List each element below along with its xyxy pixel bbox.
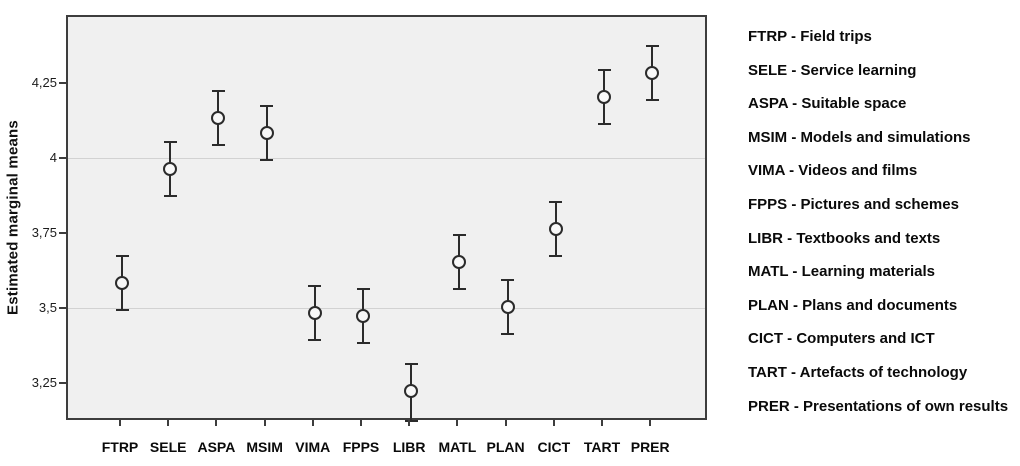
legend-item: CICT - Computers and ICT [748,330,935,348]
x-axis-tick [119,420,121,426]
x-tick-label: LIBR [392,439,426,455]
legend-item: PLAN - Plans and documents [748,296,958,314]
error-bar-cap-top [260,104,274,107]
x-axis-tick [649,420,652,426]
error-bar-cap-bottom [645,98,659,101]
x-tick-label: SELE [149,439,187,455]
error-bar-cap-bottom [211,143,225,146]
error-bar-cap-top [501,278,515,281]
mean-point-marker [404,383,419,398]
x-axis-tick [504,420,507,426]
legend-item: VIMA - Videos and films [748,162,918,180]
mean-point-marker [500,299,515,314]
legend-item: FPPS - Pictures and schemes [748,196,959,213]
legend-item: MATL - Learning materials [748,263,935,281]
error-bar-cap-top [549,200,563,203]
y-tick-label: 3,25 [31,374,57,390]
legend-item: PRER - Presentations of own results [748,397,1009,415]
y-tick-label: 3,75 [31,224,57,240]
legend-item: FTRP - Field trips [748,28,872,45]
x-axis-tick [408,420,411,426]
y-axis-tick [59,381,66,384]
y-axis-tick [59,156,66,159]
mean-point-marker [548,221,563,236]
x-tick-label: MATL [438,439,477,455]
x-axis-tick [215,420,218,426]
error-bar-cap-bottom [356,341,370,344]
plot-area [66,15,707,422]
x-axis-tick [601,420,603,426]
mean-point-marker [259,125,274,140]
y-tick-label: 4,25 [31,74,57,90]
x-axis-tick [311,420,314,426]
error-bar-cap-top [597,68,611,71]
mean-point-marker [115,275,129,290]
error-bar-cap-top [645,44,659,47]
mean-point-marker [307,305,322,320]
x-tick-label: CICT [537,439,571,455]
mean-point-marker [597,89,611,104]
error-bar-cap-top [163,140,177,143]
legend-item: TART - Artefacts of technology [748,364,968,381]
x-tick-label: TART [583,439,621,455]
error-bar-cap-top [452,233,466,236]
x-tick-label: VIMA [295,439,331,455]
error-bar-cap-bottom [308,338,322,341]
y-axis-tick [59,306,66,309]
error-bar-cap-top [404,362,418,365]
legend-item: LIBR - Textbooks and texts [748,229,941,247]
y-gridline [68,307,705,309]
x-tick-label: FTRP [101,439,139,455]
abbreviation-legend: FTRP - Field trips SELE - Service learnin… [748,0,1020,466]
mean-point-marker [211,110,226,125]
y-axis-title: Estimated marginal means [4,120,22,315]
y-tick-label: 3,5 [38,299,57,315]
error-bar-cap-bottom [501,332,515,335]
x-axis-tick [552,420,555,426]
error-bar-cap-bottom [260,158,274,161]
mean-point-marker [163,161,178,176]
error-bar-cap-bottom [115,308,129,311]
x-axis-tick [167,420,170,426]
y-gridline [68,157,705,159]
legend-item: ASPA - Suitable space [748,95,907,113]
y-tick-label: 4 [49,149,57,165]
x-axis-tick [456,420,459,426]
error-bar-cap-top [211,89,225,92]
error-bar-cap-top [115,254,129,257]
x-axis-tick [360,420,362,426]
error-bar-cap-bottom [452,287,466,290]
x-tick-label: MSIM [246,439,283,455]
x-tick-label: ASPA [197,439,236,455]
legend-item: MSIM - Models and simulations [748,128,971,146]
mean-point-marker [452,254,467,269]
x-tick-label: FPPS [342,439,380,455]
x-tick-label: PRER [630,439,670,455]
mean-point-marker [645,65,660,80]
error-bar-cap-bottom [404,419,418,422]
x-tick-label: PLAN [486,439,525,455]
error-bar-cap-bottom [163,194,177,197]
y-axis-tick [59,81,66,84]
error-bar-cap-bottom [597,122,611,125]
error-bar-cap-bottom [549,254,563,257]
y-axis-tick [59,231,66,234]
error-bar-chart: Estimated marginal means 4,25 4 3,75 3,5 3,2… [4,15,707,455]
legend-item: SELE - Service learning [748,61,917,79]
mean-point-marker [356,308,370,323]
error-bar-cap-top [356,287,370,290]
error-bar-cap-top [308,284,322,287]
x-axis-tick [263,420,266,426]
